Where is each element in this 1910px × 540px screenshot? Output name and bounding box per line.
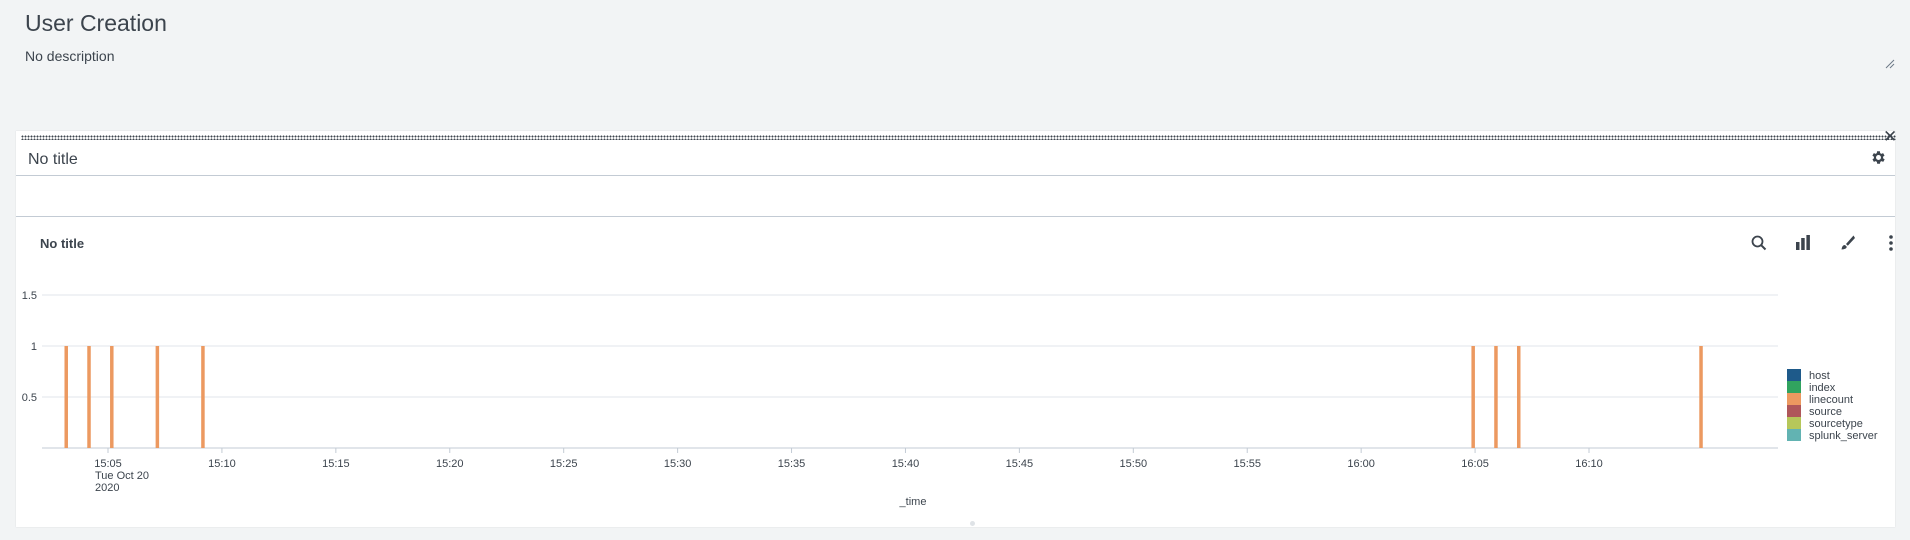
panel-drag-handle[interactable] [21, 135, 1896, 140]
visualization-title: No title [40, 236, 85, 251]
x-tick-label: 15:45 [1006, 458, 1034, 470]
panel-title[interactable]: No title [28, 151, 78, 168]
more-vertical-icon[interactable] [1881, 233, 1901, 253]
x-tick-label: 15:05 [94, 458, 122, 470]
legend-swatch-index[interactable] [1787, 381, 1801, 393]
bar-linecount-3[interactable] [155, 346, 160, 448]
panel-resize-dot[interactable] [970, 521, 975, 526]
dashboard-panel: ✕ No title No title 0.5 1 1.5 15:05 Tue Oct … [16, 127, 1898, 527]
paintbrush-icon[interactable] [1837, 233, 1857, 253]
legend-swatch-host[interactable] [1787, 369, 1801, 381]
legend-item-splunk_server: splunk_server [1809, 430, 1878, 442]
bar-linecount-7[interactable] [1516, 346, 1521, 448]
x-tick-label: 15:35 [778, 458, 806, 470]
bar-linecount-6[interactable] [1494, 346, 1498, 448]
panel-separator [16, 175, 1895, 176]
x-tick-label: 16:05 [1461, 458, 1489, 470]
legend-swatch-source[interactable] [1787, 405, 1801, 417]
x-tick-label: 16:10 [1575, 458, 1603, 470]
gear-icon[interactable] [1870, 149, 1887, 166]
x-tick-date: Tue Oct 20 [95, 470, 149, 482]
x-tick-label: 15:55 [1233, 458, 1261, 470]
y-tick-label: 1 [31, 341, 37, 353]
bar-linecount-8[interactable] [1699, 346, 1703, 448]
x-tick-label: 16:00 [1347, 458, 1375, 470]
x-axis-title: _time [899, 496, 927, 508]
legend-item-sourcetype: sourcetype [1809, 418, 1863, 430]
legend-swatch-splunk_server[interactable] [1787, 429, 1801, 441]
dashboard-description: No description [25, 48, 115, 64]
bar-linecount-1[interactable] [87, 346, 91, 448]
bar-linecount-5[interactable] [1471, 346, 1475, 448]
bar-linecount-4[interactable] [201, 346, 205, 448]
legend-swatch-sourcetype[interactable] [1787, 417, 1801, 429]
panel-separator [16, 216, 1895, 217]
close-icon[interactable]: ✕ [1883, 127, 1898, 146]
legend-swatch-linecount[interactable] [1787, 393, 1801, 405]
y-tick-label: 1.5 [22, 290, 37, 302]
bar-linecount-0[interactable] [64, 346, 68, 448]
x-tick-label: 15:10 [208, 458, 236, 470]
legend-item-index: index [1809, 382, 1836, 394]
x-tick-label: 15:25 [550, 458, 578, 470]
x-tick-label: 15:15 [322, 458, 350, 470]
bar-linecount-2[interactable] [110, 346, 114, 448]
legend-item-source: source [1809, 406, 1842, 418]
x-tick-label: 15:20 [436, 458, 464, 470]
resize-handle-icon[interactable] [1884, 58, 1895, 69]
dashboard-title: User Creation [25, 10, 167, 36]
x-tick-year: 2020 [95, 482, 119, 494]
x-tick-label: 15:50 [1120, 458, 1148, 470]
x-tick-label: 15:30 [664, 458, 692, 470]
search-icon[interactable] [1749, 233, 1769, 253]
bar-chart-icon[interactable] [1793, 233, 1813, 253]
legend-item-linecount: linecount [1809, 394, 1853, 406]
x-tick-label: 15:40 [892, 458, 920, 470]
legend-item-host: host [1809, 370, 1830, 382]
y-tick-label: 0.5 [22, 392, 37, 404]
